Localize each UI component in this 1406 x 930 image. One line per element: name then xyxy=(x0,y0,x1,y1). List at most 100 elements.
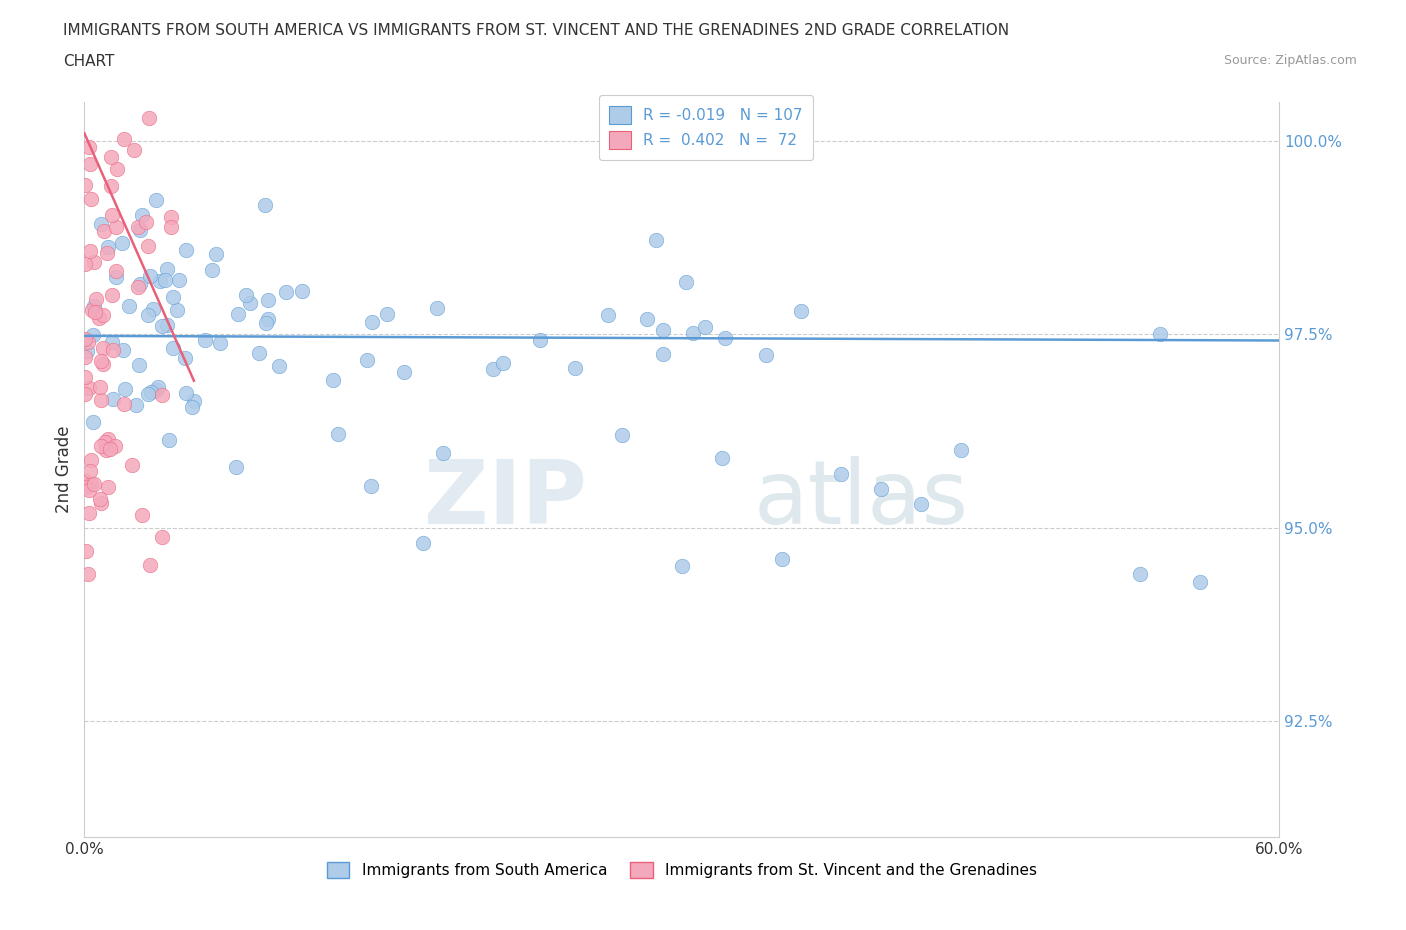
Point xyxy=(770,551,793,566)
Text: CHART: CHART xyxy=(63,54,115,69)
Point xyxy=(131,508,153,523)
Point xyxy=(100,178,122,193)
Point xyxy=(671,559,693,574)
Point xyxy=(174,243,197,258)
Point xyxy=(138,387,160,402)
Point xyxy=(80,192,103,206)
Point xyxy=(1149,326,1171,341)
Point xyxy=(91,356,114,371)
Point xyxy=(75,386,97,401)
Point xyxy=(84,292,107,307)
Point xyxy=(150,387,173,402)
Point xyxy=(100,150,122,165)
Point xyxy=(83,477,105,492)
Point xyxy=(257,312,280,326)
Point xyxy=(695,320,717,335)
Point xyxy=(612,428,634,443)
Point xyxy=(145,193,167,207)
Point xyxy=(93,224,115,239)
Point xyxy=(153,272,176,287)
Point xyxy=(122,142,145,157)
Point xyxy=(112,132,135,147)
Point xyxy=(75,350,97,365)
Point xyxy=(149,273,172,288)
Point xyxy=(89,311,111,325)
Point xyxy=(322,373,344,388)
Point xyxy=(77,483,100,498)
Point xyxy=(118,299,141,313)
Point xyxy=(112,396,135,411)
Point xyxy=(121,458,143,472)
Point xyxy=(97,479,120,494)
Point xyxy=(75,177,97,192)
Point xyxy=(75,480,97,495)
Point xyxy=(89,380,111,395)
Point xyxy=(201,262,224,277)
Point xyxy=(675,274,697,289)
Text: ZIP: ZIP xyxy=(423,456,586,542)
Point xyxy=(636,312,658,326)
Point xyxy=(90,353,112,368)
Point xyxy=(128,276,150,291)
Point xyxy=(326,426,349,441)
Point xyxy=(128,357,150,372)
Point xyxy=(138,111,160,126)
Point xyxy=(360,478,382,493)
Point xyxy=(156,317,179,332)
Point xyxy=(131,208,153,223)
Point xyxy=(225,459,247,474)
Point xyxy=(76,343,98,358)
Point xyxy=(90,439,112,454)
Point xyxy=(142,301,165,316)
Point xyxy=(209,336,232,351)
Point xyxy=(790,304,813,319)
Point xyxy=(75,257,97,272)
Point xyxy=(291,284,314,299)
Point xyxy=(235,288,257,303)
Point xyxy=(755,348,778,363)
Text: atlas: atlas xyxy=(754,456,969,542)
Point xyxy=(394,365,416,379)
Point xyxy=(77,566,100,581)
Point xyxy=(254,315,277,330)
Point xyxy=(150,529,173,544)
Point xyxy=(77,335,100,350)
Point xyxy=(356,352,378,367)
Point xyxy=(870,482,893,497)
Point xyxy=(91,308,114,323)
Point xyxy=(77,506,100,521)
Point xyxy=(226,307,249,322)
Point xyxy=(77,380,100,395)
Point xyxy=(910,497,932,512)
Point xyxy=(645,232,668,247)
Point xyxy=(136,238,159,253)
Point xyxy=(247,345,270,360)
Point xyxy=(156,261,179,276)
Point xyxy=(139,384,162,399)
Point xyxy=(101,207,124,222)
Point xyxy=(257,292,280,307)
Point xyxy=(426,300,449,315)
Point xyxy=(274,285,297,299)
Point xyxy=(127,280,149,295)
Point xyxy=(160,209,183,224)
Point xyxy=(564,360,586,375)
Legend: Immigrants from South America, Immigrants from St. Vincent and the Grenadines: Immigrants from South America, Immigrant… xyxy=(321,857,1043,884)
Point xyxy=(949,443,972,458)
Point xyxy=(82,415,104,430)
Point xyxy=(96,246,118,260)
Point xyxy=(1129,566,1152,581)
Point xyxy=(97,432,120,446)
Point xyxy=(91,340,114,355)
Point xyxy=(101,392,124,406)
Point xyxy=(267,359,290,374)
Point xyxy=(75,473,97,488)
Point xyxy=(79,156,101,171)
Point xyxy=(90,217,112,232)
Point xyxy=(146,379,169,394)
Point xyxy=(145,383,167,398)
Point xyxy=(714,331,737,346)
Point xyxy=(254,197,277,212)
Point xyxy=(183,393,205,408)
Point xyxy=(79,453,101,468)
